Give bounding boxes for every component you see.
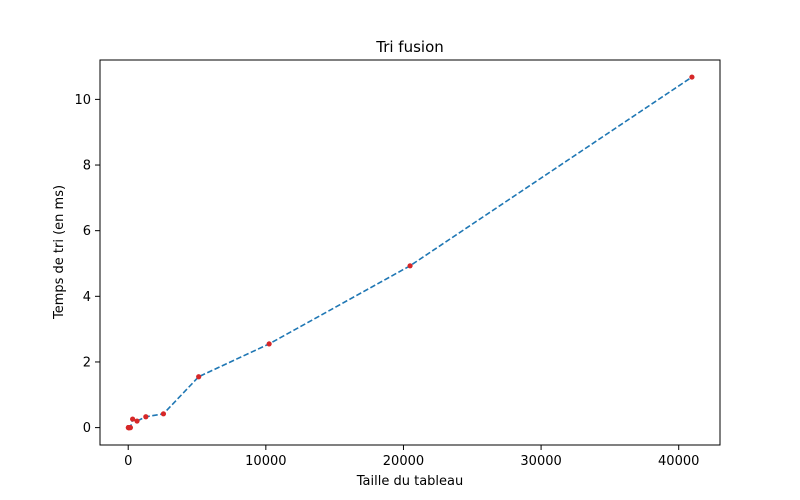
x-tick-label: 0: [124, 454, 132, 469]
y-tick-label: 6: [83, 224, 91, 239]
data-point: [143, 414, 149, 420]
x-axis-ticks: 0 10000 20000 30000 40000: [124, 445, 699, 469]
series-line: [128, 76, 693, 429]
y-tick-label: 10: [74, 93, 91, 108]
data-point: [127, 425, 134, 431]
y-axis-label: Temps de tri (en ms): [52, 185, 67, 320]
x-tick-label: 20000: [383, 454, 424, 469]
data-point: [407, 263, 413, 269]
data-point: [689, 74, 695, 80]
x-tick-label: 10000: [245, 454, 286, 469]
data-point: [160, 411, 167, 417]
data-point: [130, 416, 136, 422]
x-tick-label: 40000: [658, 454, 699, 469]
data-point: [134, 418, 140, 424]
series-layer: [125, 74, 695, 431]
y-tick-label: 2: [83, 355, 91, 370]
y-axis-ticks: 0 2 4 6 8 10: [74, 93, 100, 436]
x-axis-label: Taille du tableau: [356, 474, 463, 489]
y-tick-label: 0: [83, 421, 91, 436]
data-point: [266, 341, 272, 347]
y-tick-label: 4: [83, 290, 91, 305]
plot-frame: [99, 59, 721, 446]
x-tick-label: 30000: [520, 454, 561, 469]
y-tick-label: 8: [83, 159, 91, 174]
data-point: [196, 374, 202, 380]
chart-title: Tri fusion: [375, 38, 444, 56]
